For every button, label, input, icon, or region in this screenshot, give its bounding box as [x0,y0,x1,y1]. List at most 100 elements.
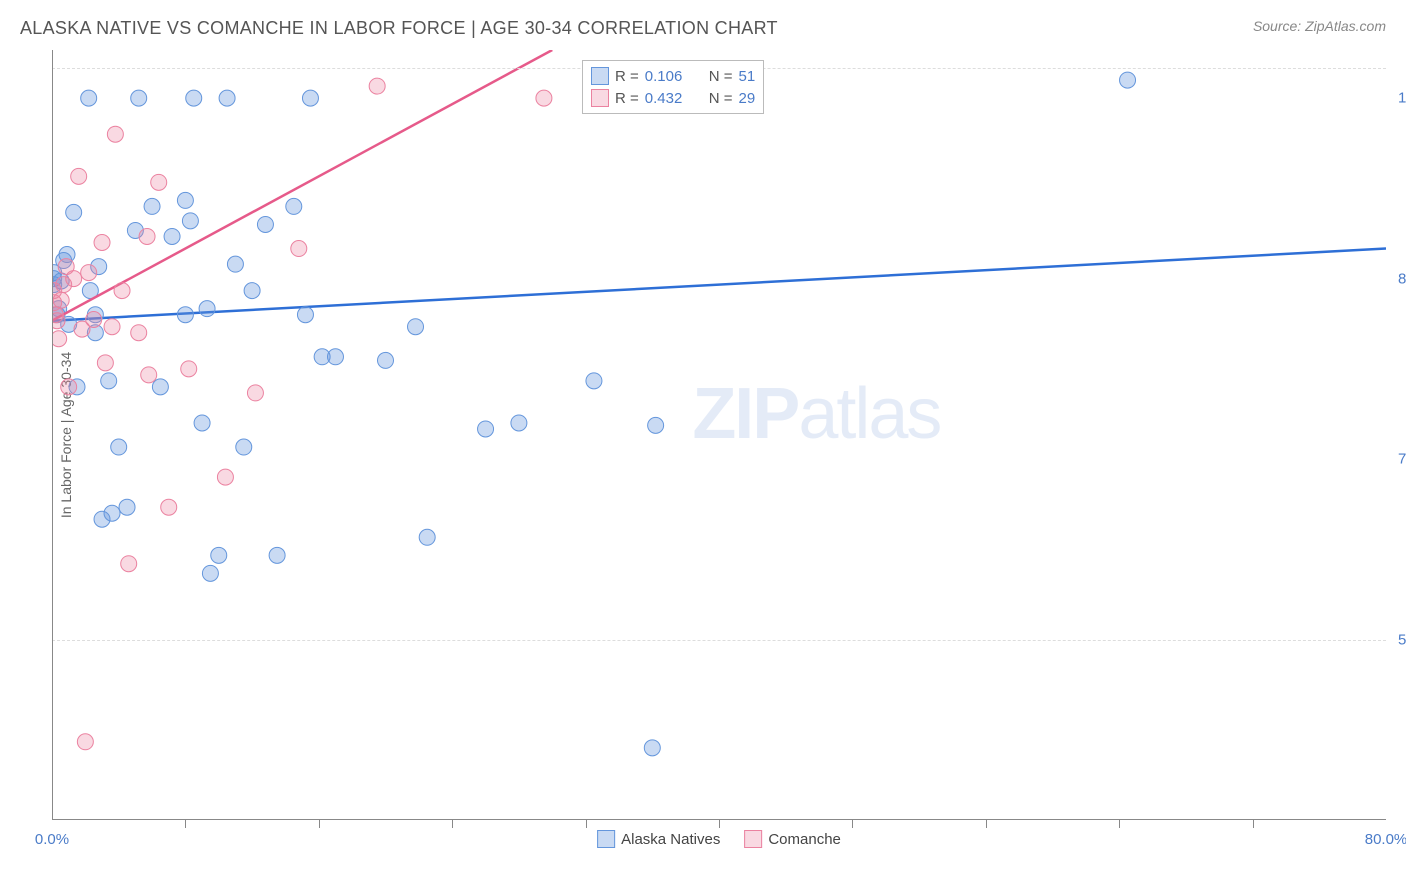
data-point [257,216,273,232]
data-point [227,256,243,272]
data-point [131,325,147,341]
source-attribution: Source: ZipAtlas.com [1253,18,1386,34]
x-tick-mark [1253,820,1254,828]
correlation-legend: R = 0.106 N = 51 R = 0.432 N = 29 [582,60,764,114]
chart-title: ALASKA NATIVE VS COMANCHE IN LABOR FORCE… [20,18,778,39]
legend-label: Alaska Natives [621,831,720,848]
legend-swatch [744,830,762,848]
x-tick-mark [452,820,453,828]
data-point [297,307,313,323]
data-point [181,361,197,377]
legend-swatch [591,89,609,107]
data-point [141,367,157,383]
data-point [247,385,263,401]
data-point [648,417,664,433]
data-point [511,415,527,431]
data-point [161,499,177,515]
data-point [52,313,65,329]
data-point [302,90,318,106]
data-point [104,319,120,335]
data-point [236,439,252,455]
data-point [52,331,67,347]
r-value: 0.106 [645,68,693,85]
data-point [53,292,69,308]
data-point [419,529,435,545]
n-label: N = [709,68,733,85]
data-point [644,740,660,756]
data-point [211,547,227,563]
data-point [202,565,218,581]
scatter-plot-svg [52,50,1386,820]
data-point [536,90,552,106]
r-value: 0.432 [645,90,693,107]
data-point [199,301,215,317]
data-point [71,168,87,184]
data-point [144,198,160,214]
n-value: 51 [739,68,756,85]
data-point [286,198,302,214]
data-point [61,379,77,395]
data-point [131,90,147,106]
data-point [121,556,137,572]
data-point [269,547,285,563]
data-point [151,174,167,190]
data-point [114,283,130,299]
data-point [186,90,202,106]
data-point [327,349,343,365]
data-point [139,228,155,244]
data-point [219,90,235,106]
series-legend: Alaska Natives Comanche [597,830,841,848]
r-label: R = [615,68,639,85]
chart-plot-area: In Labor Force | Age 30-34 ZIPatlas 100.… [52,50,1386,820]
data-point [152,379,168,395]
r-label: R = [615,90,639,107]
gridline [52,640,1386,641]
x-tick-mark [1119,820,1120,828]
x-tick-mark [185,820,186,828]
y-tick-label: 55.0% [1398,631,1406,648]
data-point [66,271,82,287]
data-point [111,439,127,455]
data-point [586,373,602,389]
data-point [177,307,193,323]
y-axis-line [52,50,53,820]
data-point [86,312,102,328]
x-tick-mark [986,820,987,828]
correlation-legend-row: R = 0.106 N = 51 [591,65,755,87]
data-point [177,192,193,208]
data-point [408,319,424,335]
data-point [217,469,233,485]
legend-label: Comanche [768,831,841,848]
x-tick-label: 80.0% [1365,831,1406,848]
data-point [182,213,198,229]
y-tick-label: 100.0% [1398,90,1406,107]
data-point [291,241,307,257]
series-legend-item: Comanche [744,830,841,848]
trend-line [52,50,552,321]
data-point [244,283,260,299]
x-tick-mark [852,820,853,828]
data-point [77,734,93,750]
data-point [119,499,135,515]
legend-swatch [597,830,615,848]
n-label: N = [709,90,733,107]
x-tick-mark [719,820,720,828]
data-point [194,415,210,431]
data-point [81,90,97,106]
data-point [1120,72,1136,88]
data-point [101,373,117,389]
data-point [66,204,82,220]
data-point [378,352,394,368]
data-point [104,505,120,521]
y-tick-label: 70.0% [1398,451,1406,468]
correlation-legend-row: R = 0.432 N = 29 [591,87,755,109]
data-point [94,235,110,251]
legend-swatch [591,67,609,85]
n-value: 29 [739,90,756,107]
series-legend-item: Alaska Natives [597,830,720,848]
data-point [478,421,494,437]
data-point [81,265,97,281]
y-tick-label: 85.0% [1398,270,1406,287]
data-point [369,78,385,94]
x-tick-mark [319,820,320,828]
